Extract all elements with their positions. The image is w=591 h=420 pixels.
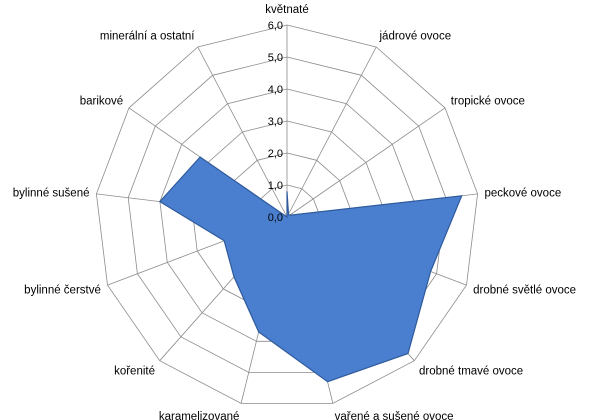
tick-label: 2,0	[268, 148, 283, 160]
tick-label: 4,0	[268, 84, 283, 96]
category-label: jádrové ovoce	[379, 31, 452, 43]
category-label: bylinné sušené	[13, 187, 90, 199]
axis-spoke	[197, 46, 288, 218]
grid-ring	[127, 56, 447, 373]
category-label: peckové ovoce	[485, 187, 562, 199]
tick-label: 5,0	[268, 52, 283, 64]
category-label: vařené a sušené ovoce	[335, 411, 454, 420]
tick-label: 6,0	[268, 20, 283, 32]
axis-spoke	[286, 107, 446, 218]
tick-label: 0,0	[268, 212, 283, 224]
series-area	[158, 156, 463, 383]
category-label: kořenité	[114, 365, 155, 377]
category-label: karamelizované	[159, 411, 240, 420]
category-label: tropické ovoce	[451, 96, 525, 108]
category-label: drobné světlé ovoce	[473, 285, 576, 297]
category-label: barikové	[80, 96, 123, 108]
category-label: bylinné čerstvé	[24, 285, 101, 297]
radar-tick-labels: 0,0 1,0 2,0 3,0 4,0 5,0 6,0	[268, 20, 283, 224]
category-label: drobné tmavé ovoce	[419, 365, 523, 377]
tick-label: 1,0	[268, 180, 283, 192]
category-label: květnaté	[265, 4, 308, 16]
tick-label: 3,0	[268, 116, 283, 128]
radar-category-labels: květnaté jádrové ovoce tropické ovoce pecko…	[13, 4, 576, 420]
axis-spoke	[286, 46, 377, 218]
grid-ring	[95, 24, 479, 404]
radar-series	[158, 156, 463, 383]
category-label: minerální a ostatní	[100, 31, 195, 43]
